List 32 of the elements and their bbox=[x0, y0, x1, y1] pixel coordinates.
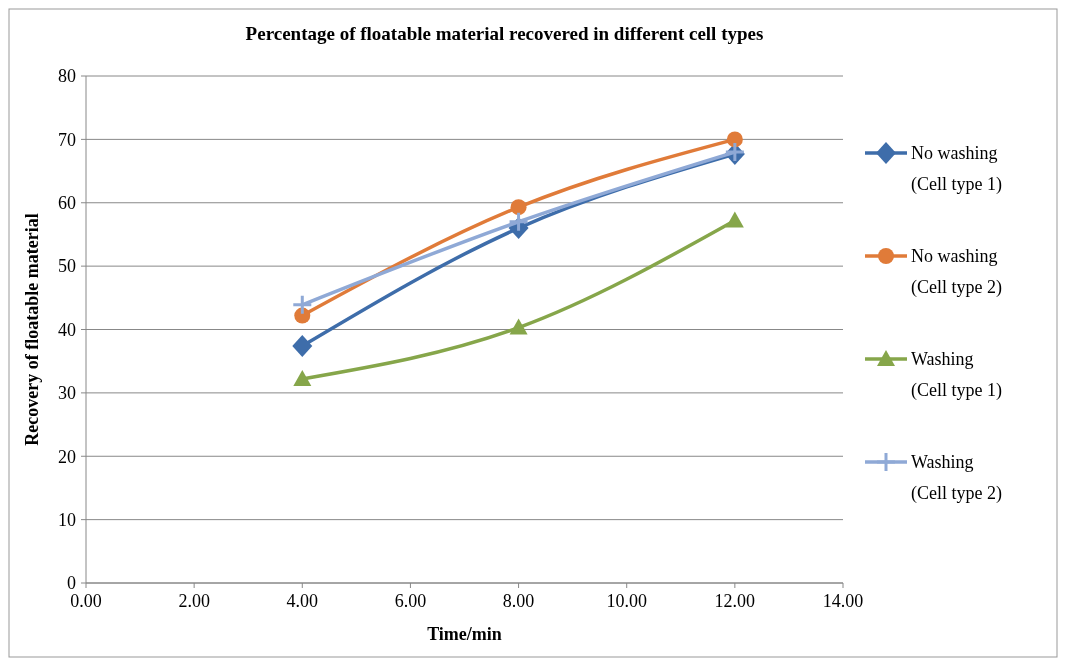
y-tick-label: 20 bbox=[58, 446, 76, 467]
point bbox=[509, 318, 528, 335]
point bbox=[510, 199, 527, 216]
x-tick-label: 14.00 bbox=[822, 591, 864, 611]
y-axis-title: Recovery of floatable material bbox=[22, 213, 42, 446]
point bbox=[291, 294, 313, 316]
point bbox=[292, 334, 313, 357]
x-tick-label: 0.00 bbox=[70, 591, 102, 611]
legend-label: No washing (Cell type 2) bbox=[911, 246, 1002, 299]
point bbox=[726, 131, 743, 148]
y-tick-label: 40 bbox=[58, 319, 76, 340]
point bbox=[293, 369, 312, 386]
y-tick-label: 80 bbox=[58, 66, 76, 87]
y-tick-label: 0 bbox=[67, 573, 76, 594]
point bbox=[508, 211, 530, 233]
legend-label: Washing (Cell type 2) bbox=[911, 452, 1002, 505]
legend-label: No washing (Cell type 1) bbox=[911, 143, 1002, 196]
point bbox=[725, 211, 744, 228]
x-tick-label: 4.00 bbox=[286, 591, 319, 611]
x-tick-label: 10.00 bbox=[606, 591, 647, 611]
y-tick-label: 10 bbox=[58, 509, 76, 530]
x-tick-label: 6.00 bbox=[394, 591, 427, 611]
x-axis-title: Time/min bbox=[427, 624, 502, 644]
y-tick-label: 50 bbox=[58, 256, 76, 277]
legend-label: Washing (Cell type 1) bbox=[911, 349, 1002, 402]
y-tick-label: 60 bbox=[58, 193, 76, 214]
y-tick-label: 70 bbox=[58, 129, 76, 150]
x-tick-label: 2.00 bbox=[178, 591, 210, 611]
x-tick-label: 8.00 bbox=[502, 591, 535, 611]
y-tick-label: 30 bbox=[58, 383, 76, 404]
x-tick-label: 12.00 bbox=[714, 591, 756, 611]
chart-title: Percentage of floatable material recovered in different cell types bbox=[245, 23, 764, 44]
